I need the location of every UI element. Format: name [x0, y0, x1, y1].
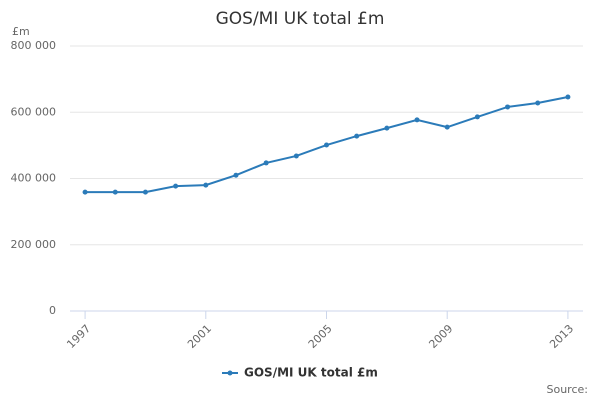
data-point: [324, 142, 329, 148]
y-tick-label: 400 000: [11, 172, 57, 185]
data-point: [173, 183, 179, 189]
source: Source:: [547, 383, 589, 396]
data-point: [203, 182, 209, 188]
chart-title: GOS/MI UK total £m: [216, 9, 385, 29]
data-point: [293, 153, 299, 159]
data-point: [414, 117, 420, 123]
y-tick-label: 0: [49, 304, 56, 317]
legend-marker: [227, 370, 233, 376]
data-point: [263, 160, 269, 166]
x-tick-label: 1997: [64, 322, 93, 351]
x-tick-label: 2005: [306, 322, 335, 351]
data-point: [82, 189, 88, 195]
data-point: [474, 114, 480, 120]
x-tick-label: 2009: [426, 322, 455, 351]
data-point: [354, 133, 360, 139]
y-tick-label: 200 000: [11, 238, 57, 251]
x-tick-label: 2013: [547, 322, 576, 351]
data-point: [112, 189, 118, 195]
data-point: [565, 94, 571, 100]
data-point: [384, 125, 390, 131]
data-point: [535, 100, 541, 106]
data-point: [444, 124, 450, 130]
y-axis-label: £m: [12, 25, 30, 38]
data-point: [505, 104, 511, 110]
legend-label: GOS/MI UK total £m: [244, 366, 378, 380]
data-point: [233, 172, 239, 178]
y-tick-label: 600 000: [11, 105, 57, 118]
data-point: [142, 189, 148, 195]
x-tick-label: 2001: [185, 322, 214, 351]
y-tick-label: 800 000: [11, 39, 57, 52]
